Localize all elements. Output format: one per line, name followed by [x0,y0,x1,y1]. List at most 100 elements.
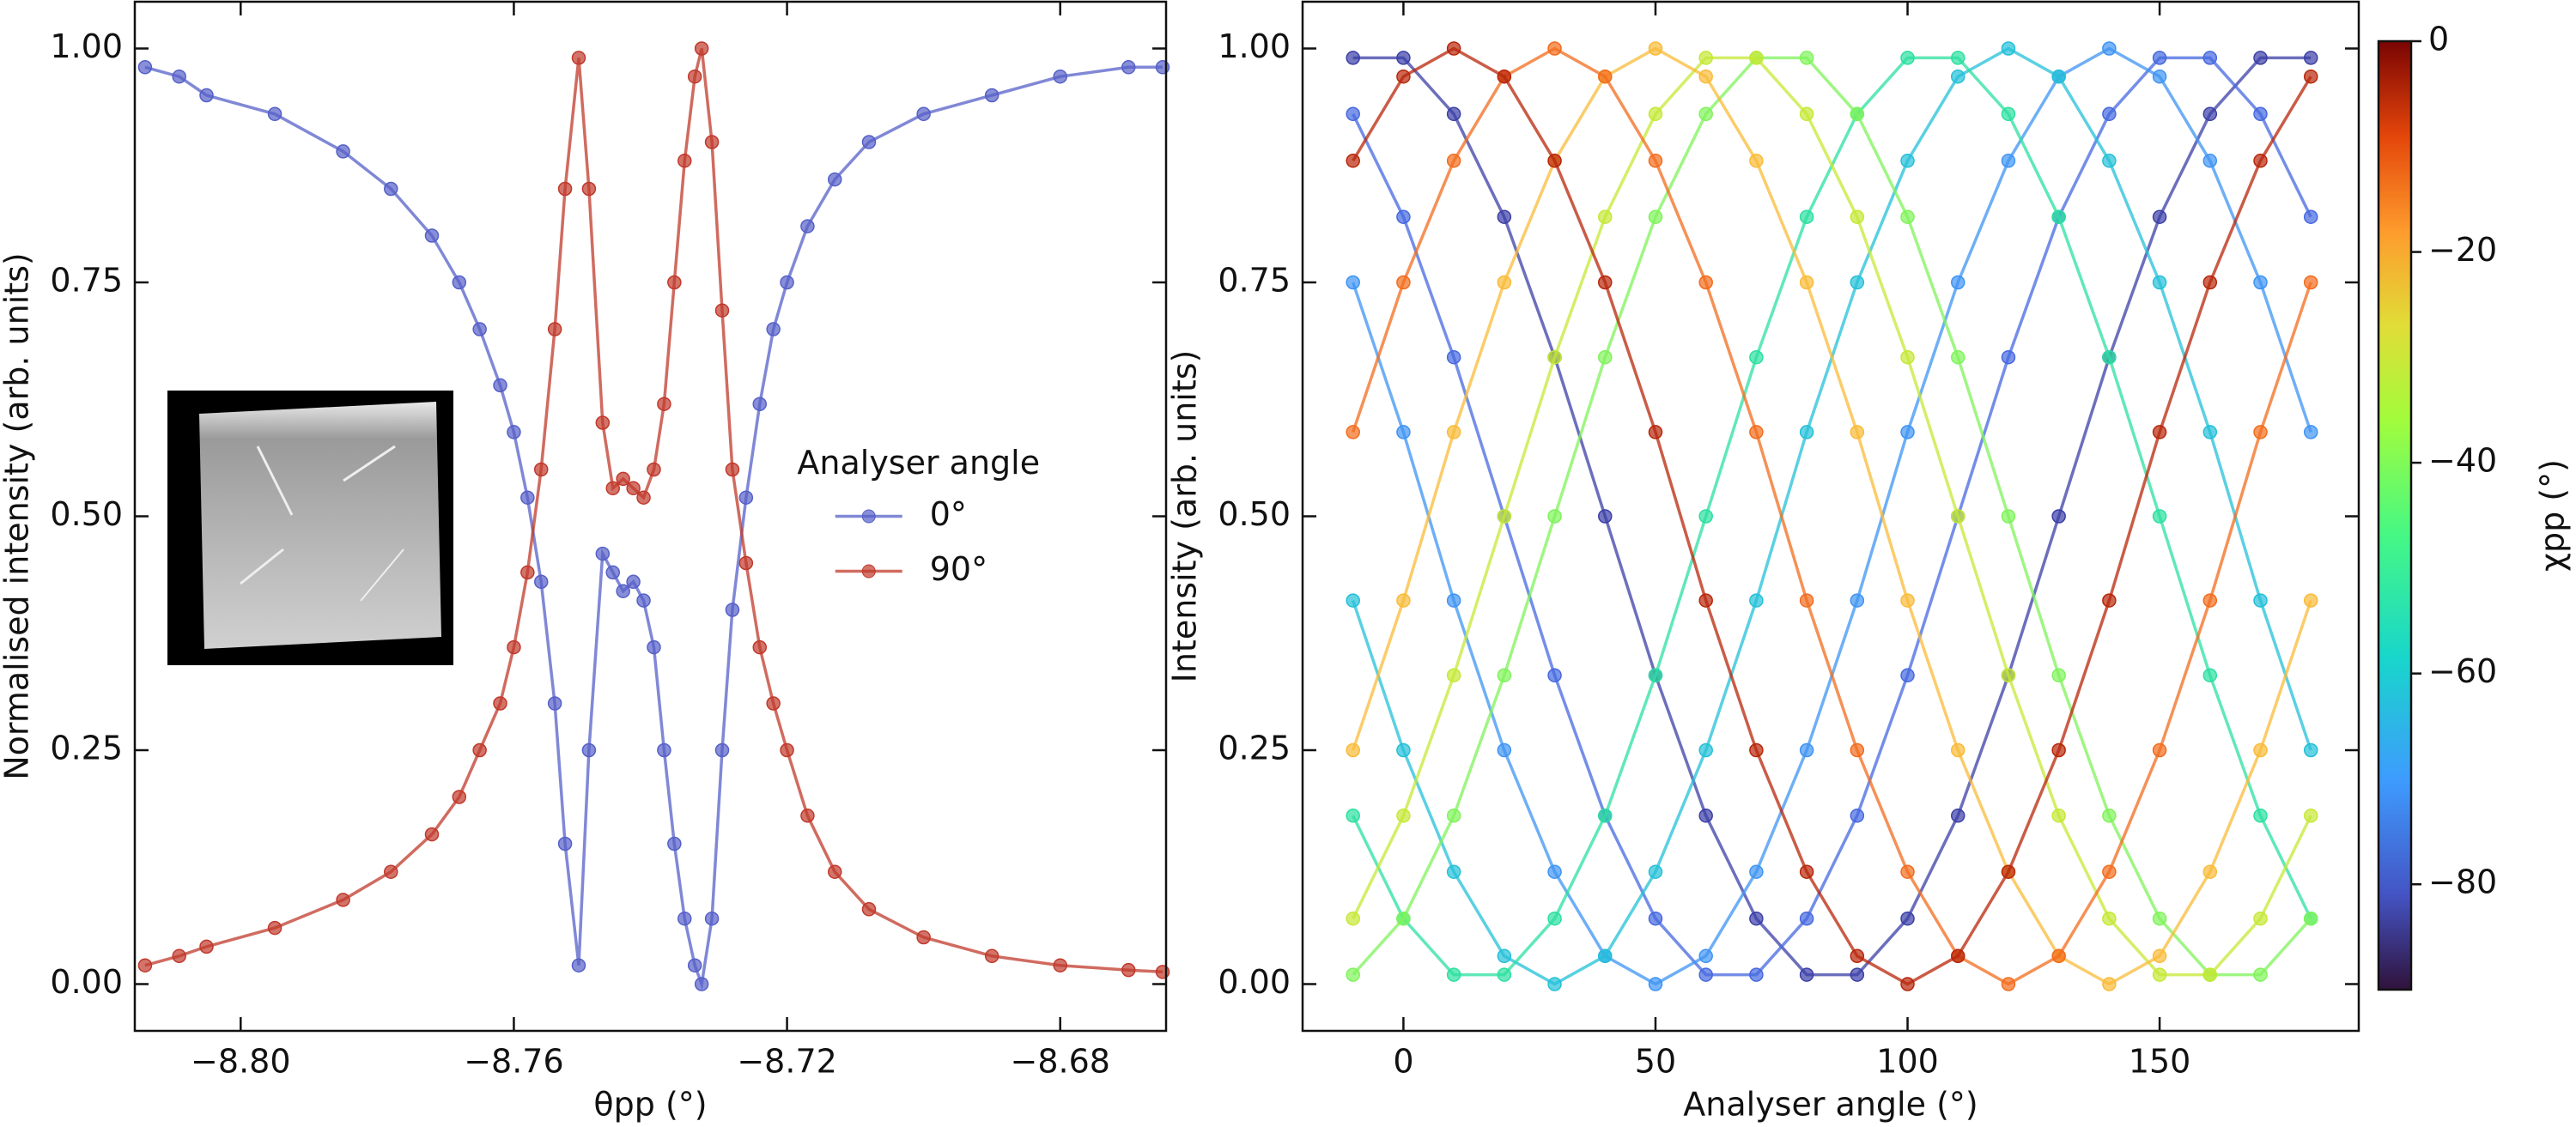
data-point [2303,51,2318,65]
data-point [1598,948,1613,964]
data-point [1799,742,1814,758]
data-point [1799,51,1814,65]
data-point [1396,275,1411,290]
legend-marker [861,564,876,579]
data-point [595,415,611,430]
data-point [2152,275,2167,290]
y-tick-label: 0.25 [50,730,123,767]
data-point [1698,948,1713,964]
legend-label: 0° [930,495,967,533]
data-point [1446,593,1461,608]
data-point [1749,967,1764,982]
data-point [547,322,562,336]
legend-title: Analyser angle [797,444,1040,482]
data-point [2051,742,2066,758]
data-point [2001,154,2016,168]
data-point [616,471,630,487]
data-point [2051,209,2066,224]
x-tick-label: 50 [1635,1043,1676,1081]
data-point [2202,967,2218,982]
data-point [1900,593,1915,608]
data-point [472,742,487,758]
data-point [493,378,507,393]
data-point [1749,593,1764,608]
data-point [2001,864,2016,879]
data-point [1648,977,1663,991]
series-line [1352,56,2312,977]
data-point [2102,809,2117,823]
data-point [2102,154,2117,168]
data-point [1648,668,1663,683]
data-point [1346,275,1360,290]
data-point [984,88,999,103]
data-point [1900,864,1915,879]
data-point [2051,948,2066,964]
data-point [1648,864,1663,879]
data-point [2152,948,2167,964]
data-point [424,228,440,243]
data-point [1648,911,1663,926]
data-point [1850,209,1865,224]
plot-area [137,41,1170,991]
data-point [1900,911,1915,926]
data-point [1396,69,1411,84]
data-point [725,462,740,477]
y-tick-label: 0.50 [50,495,123,533]
data-point [704,911,720,926]
data-point [1850,593,1865,608]
data-point [581,181,597,197]
data-point [2253,809,2268,823]
data-point [1850,967,1865,982]
series-line [1352,56,2312,977]
data-point [2303,69,2318,84]
data-point [1346,911,1360,926]
data-point [2051,509,2066,524]
data-point [2001,977,2016,991]
data-point [1547,911,1562,926]
x-axis-label: θpp (°) [593,1086,707,1124]
data-point [557,836,573,851]
data-point [1900,349,1915,365]
data-point [1799,275,1814,290]
y-tick-label: 0.00 [50,963,123,1001]
data-point [336,144,350,159]
data-point [738,555,754,571]
data-point [677,911,692,926]
data-point [1497,668,1512,683]
data-point [1547,509,1562,524]
data-point [1698,967,1713,982]
series-line [1352,46,2312,986]
data-point [1799,967,1814,982]
data-point [267,106,283,122]
data-point [1850,809,1865,823]
data-point [452,790,467,804]
data-point [1121,60,1136,75]
data-point [2051,668,2066,683]
data-point [1396,209,1411,224]
data-point [2253,154,2268,168]
data-point [2102,349,2117,365]
data-point [1346,51,1360,65]
y-tick-label: 0.25 [1218,730,1291,767]
x-tick-label: 0 [1393,1043,1413,1081]
data-point [694,977,709,991]
legend-marker [861,509,876,524]
data-point [1900,209,1915,224]
data-point [472,322,487,336]
data-point [2303,593,2318,608]
series-line [1352,46,2312,986]
data-point [1396,593,1411,608]
data-point [861,135,877,149]
data-point [1950,742,1965,758]
data-point [1547,977,1562,991]
data-point [1446,864,1461,879]
data-point [1799,864,1814,879]
data-point [1749,154,1764,168]
data-point [2102,106,2117,122]
data-point [1497,69,1512,84]
data-point [1547,154,1562,168]
data-point [507,425,521,439]
colorbar-label: χpp (°) [2534,459,2572,572]
data-point [581,742,597,758]
